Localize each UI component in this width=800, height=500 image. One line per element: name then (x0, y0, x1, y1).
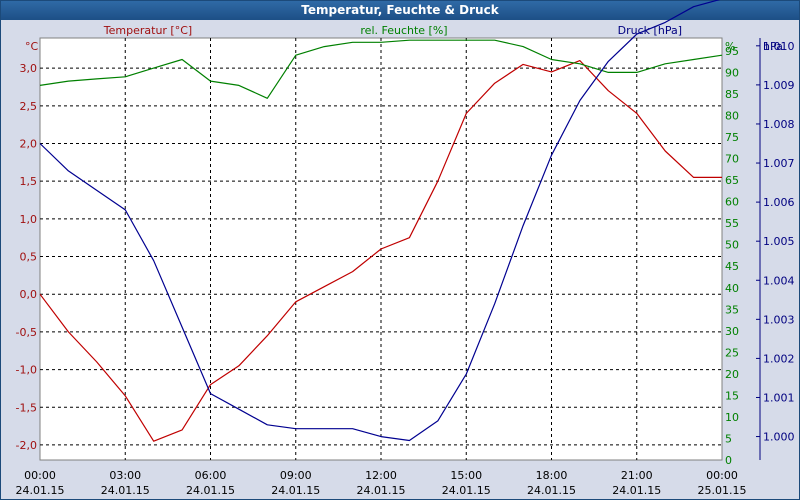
x-tick-date: 24.01.15 (101, 484, 150, 497)
pressure-unit: hPa (763, 40, 783, 53)
x-tick-time: 12:00 (365, 469, 397, 482)
temperature-unit: °C (25, 40, 39, 53)
x-tick-time: 00:00 (706, 469, 738, 482)
x-tick-time: 15:00 (450, 469, 482, 482)
x-tick-time: 00:00 (24, 469, 56, 482)
humidity-tick-label: 65 (725, 174, 739, 187)
series-line-humidity (39, 39, 723, 99)
temperature-tick-label: -2,0 (16, 439, 37, 452)
humidity-tick-label: 40 (725, 282, 739, 295)
x-tick-time: 06:00 (195, 469, 227, 482)
pressure-tick-label: 1.003 (763, 313, 795, 326)
humidity-tick-label: 50 (725, 239, 739, 252)
pressure-tick-label: 1.010 (763, 40, 795, 53)
temperature-tick-label: -1,0 (16, 364, 37, 377)
x-tick-time: 03:00 (109, 469, 141, 482)
x-tick-date: 25.01.15 (698, 484, 747, 497)
series-line-temperature (39, 59, 722, 442)
humidity-tick-label: 85 (725, 88, 739, 101)
temperature-tick-label: -1,5 (16, 401, 37, 414)
pressure-tick-label: 1.008 (763, 118, 795, 131)
x-tick-date: 24.01.15 (271, 484, 320, 497)
x-tick-time: 09:00 (280, 469, 312, 482)
x-tick-date: 24.01.15 (527, 484, 576, 497)
temperature-tick-label: 2,0 (20, 138, 38, 151)
humidity-tick-label: 30 (725, 325, 739, 338)
humidity-tick-label: 55 (725, 217, 739, 230)
humidity-tick-label: 70 (725, 153, 739, 166)
x-axis: 00:00 24.01.15 03:00 24.01.15 06:00 24.01.15 0… (16, 469, 747, 497)
humidity-tick-label: 20 (725, 368, 739, 381)
x-tick-date: 24.01.15 (357, 484, 406, 497)
temperature-tick-label: 1,5 (20, 175, 38, 188)
humidity-tick-label: 0 (725, 454, 732, 467)
temperature-axis: -2,0 -1,5 -1,0 -0,5 0,0 0,5 1,0 1,5 2,0 2,5 3,0 °C (16, 40, 39, 452)
humidity-unit: % (725, 40, 735, 53)
pressure-tick-label: 1.009 (763, 79, 795, 92)
pressure-tick-label: 1.005 (763, 235, 795, 248)
x-tick-time: 18:00 (536, 469, 568, 482)
humidity-tick-label: 60 (725, 196, 739, 209)
series-layer (39, 0, 723, 442)
humidity-tick-label: 75 (725, 131, 739, 144)
series-label-humidity: rel. Feuchte [%] (360, 24, 447, 37)
series-line-pressure (39, 0, 721, 442)
x-tick-date: 24.01.15 (442, 484, 491, 497)
x-tick-date: 24.01.15 (16, 484, 65, 497)
temperature-tick-label: 0,5 (20, 251, 38, 264)
humidity-axis: 0 5 10 15 20 25 30 35 40 45 50 55 60 65 70 75 80 85 90 95% (725, 40, 739, 467)
pressure-tick-label: 1.004 (763, 274, 795, 287)
humidity-tick-label: 5 (725, 432, 732, 445)
window-title: Temperatur, Feuchte & Druck (1, 1, 799, 20)
pressure-axis: 1.000 1.001 1.002 1.003 1.004 1.005 1.006 1.007… (756, 38, 795, 460)
pressure-tick-label: 1.006 (763, 196, 795, 209)
x-tick-time: 21:00 (621, 469, 653, 482)
temperature-tick-label: 0,0 (20, 288, 38, 301)
temperature-tick-label: 2,5 (20, 100, 38, 113)
humidity-tick-label: 45 (725, 260, 739, 273)
pressure-tick-label: 1.002 (763, 352, 795, 365)
series-label-pressure: Druck [hPa] (618, 24, 682, 37)
humidity-tick-label: 10 (725, 411, 739, 424)
humidity-tick-label: 95 (725, 45, 739, 58)
humidity-tick-label: 25 (725, 346, 739, 359)
temperature-tick-label: 1,0 (20, 213, 38, 226)
humidity-tick-label: 35 (725, 303, 739, 316)
x-tick-date: 24.01.15 (186, 484, 235, 497)
pressure-tick-label: 1.001 (763, 391, 795, 404)
humidity-tick-label: 15 (725, 389, 739, 402)
x-tick-date: 24.01.15 (612, 484, 661, 497)
series-labels: Temperatur [°C] rel. Feuchte [%] Druck [hP… (103, 24, 682, 37)
pressure-tick-label: 1.007 (763, 157, 795, 170)
temperature-tick-label: 3,0 (20, 62, 38, 75)
pressure-tick-label: 1.000 (763, 431, 795, 444)
temperature-tick-label: -0,5 (16, 326, 37, 339)
humidity-tick-label: 80 (725, 110, 739, 123)
humidity-tick-label: 90 (725, 66, 739, 79)
series-label-temperature: Temperatur [°C] (103, 24, 192, 37)
